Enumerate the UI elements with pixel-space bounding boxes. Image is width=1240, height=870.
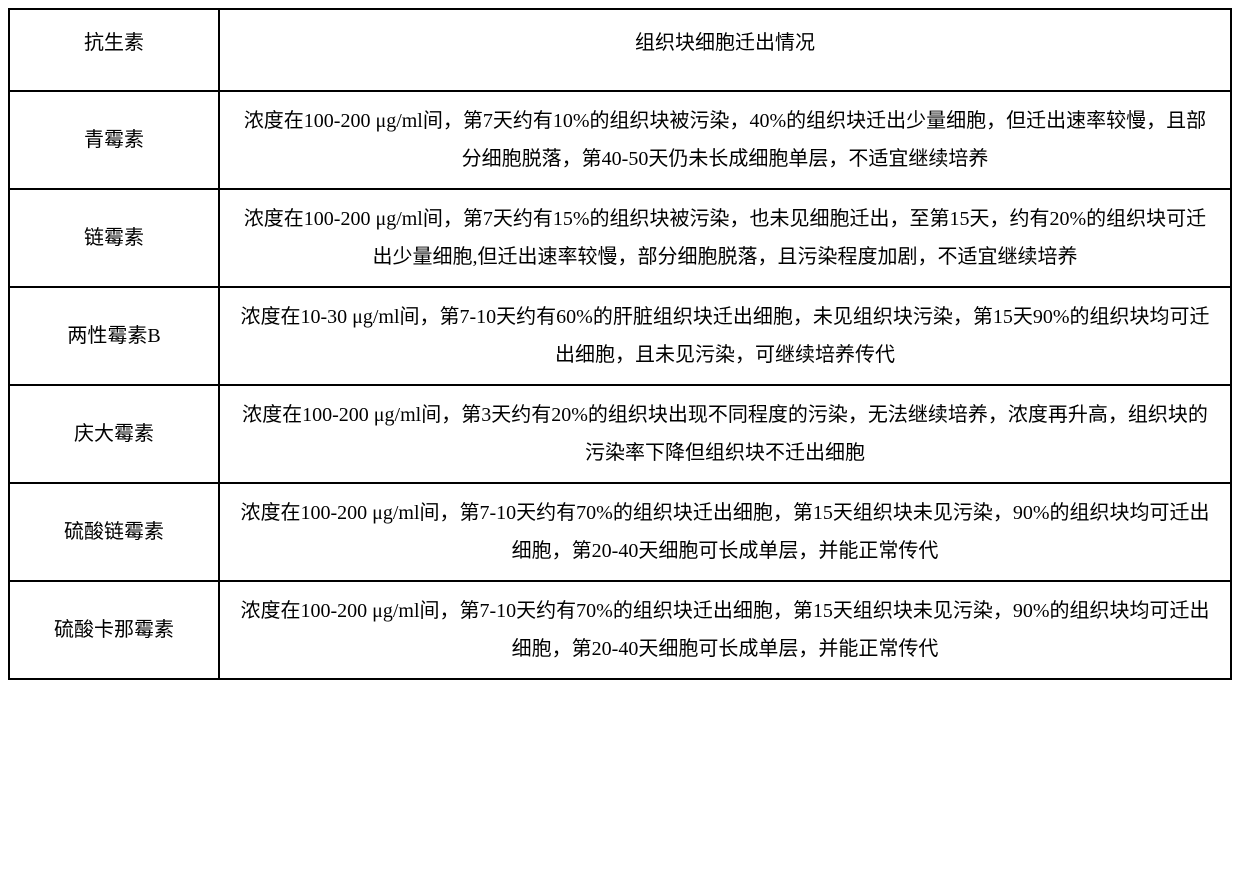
table-row: 链霉素 浓度在100-200 μg/ml间，第7天约有15%的组织块被污染，也未… xyxy=(9,189,1231,287)
cell-description: 浓度在10-30 μg/ml间，第7-10天约有60%的肝脏组织块迁出细胞，未见… xyxy=(219,287,1231,385)
cell-antibiotic: 硫酸链霉素 xyxy=(9,483,219,581)
table-row: 硫酸卡那霉素 浓度在100-200 μg/ml间，第7-10天约有70%的组织块… xyxy=(9,581,1231,679)
cell-antibiotic: 庆大霉素 xyxy=(9,385,219,483)
cell-antibiotic: 链霉素 xyxy=(9,189,219,287)
cell-antibiotic: 青霉素 xyxy=(9,91,219,189)
cell-description: 浓度在100-200 μg/ml间，第7天约有15%的组织块被污染，也未见细胞迁… xyxy=(219,189,1231,287)
cell-description: 浓度在100-200 μg/ml间，第7-10天约有70%的组织块迁出细胞，第1… xyxy=(219,581,1231,679)
cell-description: 浓度在100-200 μg/ml间，第7天约有10%的组织块被污染，40%的组织… xyxy=(219,91,1231,189)
cell-description: 浓度在100-200 μg/ml间，第3天约有20%的组织块出现不同程度的污染，… xyxy=(219,385,1231,483)
table-row: 青霉素 浓度在100-200 μg/ml间，第7天约有10%的组织块被污染，40… xyxy=(9,91,1231,189)
antibiotic-table: 抗生素 组织块细胞迁出情况 青霉素 浓度在100-200 μg/ml间，第7天约… xyxy=(8,8,1232,680)
cell-description: 浓度在100-200 μg/ml间，第7-10天约有70%的组织块迁出细胞，第1… xyxy=(219,483,1231,581)
header-description: 组织块细胞迁出情况 xyxy=(219,9,1231,91)
header-antibiotic: 抗生素 xyxy=(9,9,219,91)
table-header-row: 抗生素 组织块细胞迁出情况 xyxy=(9,9,1231,91)
table-row: 两性霉素B 浓度在10-30 μg/ml间，第7-10天约有60%的肝脏组织块迁… xyxy=(9,287,1231,385)
table-row: 庆大霉素 浓度在100-200 μg/ml间，第3天约有20%的组织块出现不同程… xyxy=(9,385,1231,483)
table-row: 硫酸链霉素 浓度在100-200 μg/ml间，第7-10天约有70%的组织块迁… xyxy=(9,483,1231,581)
cell-antibiotic: 两性霉素B xyxy=(9,287,219,385)
cell-antibiotic: 硫酸卡那霉素 xyxy=(9,581,219,679)
